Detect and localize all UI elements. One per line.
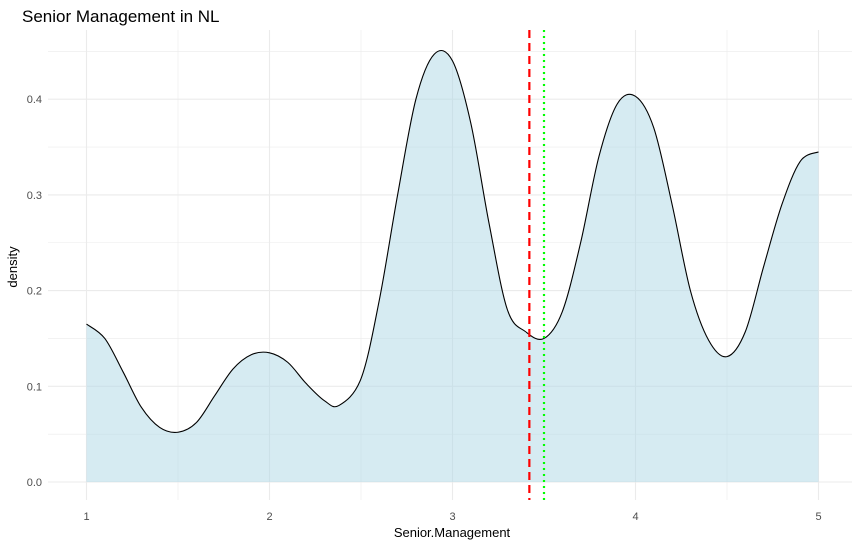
x-tick-label: 3 <box>449 511 455 523</box>
x-tick-label: 1 <box>83 511 89 523</box>
density-fill <box>86 50 819 482</box>
x-axis-ticks: 1 2 3 4 5 <box>83 511 821 523</box>
density-area-layer <box>86 49 819 482</box>
chart-title: Senior Management in NL <box>22 7 220 26</box>
y-tick-label: 0.3 <box>27 190 42 202</box>
y-tick-label: 0.4 <box>27 94 42 106</box>
x-tick-label: 4 <box>632 511 638 523</box>
x-tick-label: 2 <box>266 511 272 523</box>
x-tick-label: 5 <box>815 511 821 523</box>
density-line <box>86 49 819 433</box>
reference-lines <box>528 30 546 500</box>
x-axis-title: Senior.Management <box>394 525 511 540</box>
y-axis-title: density <box>5 246 20 288</box>
y-tick-label: 0.0 <box>27 477 42 489</box>
y-axis-ticks: 0.0 0.1 0.2 0.3 0.4 <box>27 94 42 489</box>
y-tick-label: 0.2 <box>27 286 42 298</box>
y-tick-label: 0.1 <box>27 381 42 393</box>
